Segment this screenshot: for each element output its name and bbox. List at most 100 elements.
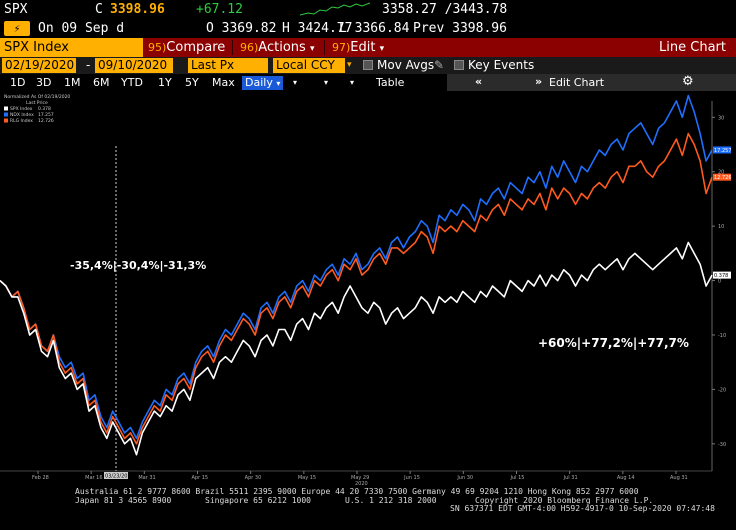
chart-background [0, 91, 736, 486]
x-tick-label: May 15 [298, 475, 316, 481]
legend-header: Normalized As Of 02/19/2020 [4, 94, 70, 100]
x-tick-label: May 29 [351, 475, 369, 481]
dropdown-arrow-icon[interactable]: ▾ [350, 78, 355, 87]
line-chart[interactable]: 30 20 10 0 -10 -20 -30 Feb 28 Mar 16 Mar 31 Apr 15… [0, 91, 736, 486]
gear-icon[interactable]: ⚙ [682, 74, 694, 89]
footer-session-info: SN 637371 EDT GMT-4:00 H592-4917-0 10-Se… [450, 504, 715, 513]
period-max-button[interactable]: Max [212, 76, 235, 89]
function-title: Line Chart [659, 40, 726, 55]
crosshair-date-label: 03/23/2020 [105, 474, 134, 480]
x-tick-label: Mar 31 [138, 475, 155, 481]
dropdown-arrow-icon[interactable]: ▾ [293, 78, 298, 87]
price-change: +67.12 [196, 2, 243, 17]
key-events-label: Key Events [468, 58, 535, 72]
menu-divider [232, 40, 233, 55]
series-line-ndx [0, 94, 713, 440]
close-label: C [95, 2, 103, 17]
low-price: L 3366.84 [339, 21, 410, 36]
dropdown-arrow-icon[interactable]: ▾ [347, 60, 352, 70]
legend-swatch [4, 112, 8, 117]
y-tick-label: -10 [718, 333, 726, 339]
series-end-badge [713, 271, 731, 279]
end-date-input[interactable]: 09/10/2020 [95, 58, 173, 73]
legend-subheader: Last Price [26, 100, 48, 106]
x-tick-label: Jun 15 [403, 475, 420, 481]
dropdown-arrow-icon[interactable]: ▾ [324, 78, 329, 87]
rally-annotation: +60%|+77,2%|+77,7% [538, 336, 689, 350]
key-events-checkbox[interactable] [454, 60, 464, 70]
high-price: H 3424.77 [282, 21, 353, 36]
dropdown-arrow-icon: ▾ [309, 44, 315, 54]
function-menubar: SPX Index 95)Compare 96)Actions ▾ 97)Edi… [0, 38, 736, 57]
frequency-select[interactable]: Daily ▾ [242, 76, 284, 90]
mov-avgs-checkbox[interactable] [363, 60, 373, 70]
x-tick-label: Jun 30 [456, 475, 473, 481]
dropdown-arrow-icon: ▾ [379, 44, 385, 54]
period-3d-button[interactable]: 3D [36, 76, 52, 89]
compare-menu[interactable]: 95)Compare [148, 40, 226, 55]
legend-value: 0.378 [38, 106, 51, 112]
edit-chart-button[interactable]: Edit Chart [549, 76, 605, 89]
footer-phone-singapore: Singapore 65 6212 1000 [205, 496, 311, 505]
period-ytd-button[interactable]: YTD [121, 76, 143, 89]
edit-chart-bar [447, 74, 736, 91]
expand-right-icon[interactable]: » [535, 75, 543, 88]
price-type-select[interactable]: Last Px [188, 58, 268, 73]
x-tick-label: Aug 14 [617, 475, 635, 481]
start-date-input[interactable]: 02/19/2020 [2, 58, 76, 73]
series-end-value: 12.726 [714, 175, 732, 181]
quote-header: SPX C 3398.96 +67.12 3358.27 /3443.78 [0, 0, 736, 20]
table-button[interactable]: Table [376, 76, 405, 89]
period-5y-button[interactable]: 5Y [185, 76, 199, 89]
pencil-icon[interactable]: ✎ [434, 58, 445, 72]
legend-swatch [4, 106, 8, 111]
y-tick-label: 0 [718, 279, 721, 285]
drawdown-annotation: -35,4%|-30,4%|-31,3% [70, 259, 206, 272]
chart-controls: 02/19/2020 - 09/10/2020 Last Px Local CC… [0, 57, 736, 74]
legend-label: RLG Index [10, 118, 33, 124]
edit-menu[interactable]: 97)Edit ▾ [332, 40, 385, 55]
x-year-label: 2020 [355, 481, 368, 486]
prev-close: Prev 3398.96 [413, 21, 507, 36]
x-tick-label: Aug 31 [670, 475, 688, 481]
y-tick-label: 10 [718, 224, 724, 230]
crosshair-date-box [104, 472, 128, 479]
x-tick-label: Apr 15 [192, 475, 209, 481]
period-1d-button[interactable]: 1D [10, 76, 26, 89]
footer: Australia 61 2 9777 8600 Brazil 5511 239… [0, 486, 736, 530]
series-end-badge [713, 146, 731, 154]
mov-avgs-label: Mov Avgs [377, 58, 435, 72]
x-tick-label: Jul 31 [563, 475, 578, 481]
footer-phone-japan: Japan 81 3 4565 8900 [75, 496, 172, 505]
security-field[interactable]: SPX Index [0, 38, 143, 57]
market-status-icon: ⚡ [4, 21, 30, 36]
quote-date: On 09 Sep d [38, 21, 125, 36]
period-6m-button[interactable]: 6M [93, 76, 110, 89]
last-price: 3398.96 [110, 2, 165, 17]
period-1m-button[interactable]: 1M [64, 76, 81, 89]
series-line-spx [0, 241, 713, 456]
collapse-left-icon[interactable]: « [475, 75, 483, 88]
ticker-symbol[interactable]: SPX [4, 2, 28, 17]
footer-phone-line: Australia 61 2 9777 8600 Brazil 5511 239… [75, 487, 639, 496]
legend-value: 17.257 [38, 112, 54, 118]
period-1y-button[interactable]: 1Y [158, 76, 172, 89]
series-line-rlg [0, 132, 713, 445]
menu-divider [324, 40, 325, 55]
x-tick-label: Feb 28 [32, 475, 49, 481]
x-tick-label: Jul 15 [510, 475, 525, 481]
y-tick-label: -20 [718, 387, 726, 393]
quote-subheader: ⚡ On 09 Sep d O 3369.82 H 3424.77 L 3366… [0, 20, 736, 38]
series-end-value: 0.378 [714, 273, 728, 279]
footer-phone-us: U.S. 1 212 318 2000 [345, 496, 437, 505]
legend-value: 12.726 [38, 118, 54, 124]
legend-swatch [4, 118, 8, 123]
legend-label: SPX Index [10, 106, 33, 112]
series-end-badge [713, 173, 731, 181]
y-tick-label: -30 [718, 442, 726, 448]
x-tick-label: Apr 30 [245, 475, 262, 481]
sparkline-icon [300, 2, 370, 16]
date-separator: - [86, 58, 91, 72]
currency-select[interactable]: Local CCY [273, 58, 345, 73]
actions-menu[interactable]: 96)Actions ▾ [240, 40, 315, 55]
